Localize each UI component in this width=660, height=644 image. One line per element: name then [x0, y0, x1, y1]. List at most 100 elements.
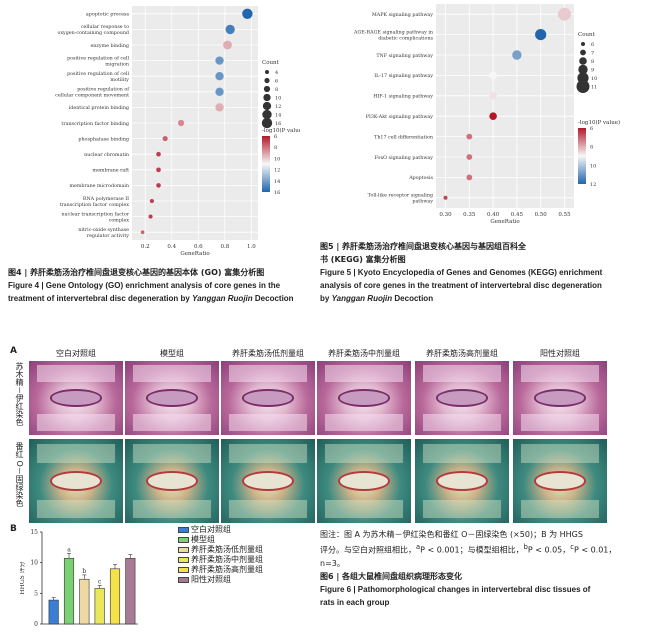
he-stain-image: [414, 360, 510, 436]
count-legend-value: 10: [591, 76, 597, 82]
figure4-caption-en-1: Figure 4 | Gene Ontology (GO) enrichment…: [8, 281, 281, 290]
term-label: transcription factor complex: [60, 202, 130, 208]
disc-region: [145, 470, 199, 492]
count-legend-title: Count: [262, 60, 280, 66]
significance-label: a: [67, 546, 71, 553]
vertebra-lower: [36, 414, 116, 431]
term-label: nuclear transcription factor: [61, 211, 129, 217]
figure6-note: 图注：图 A 为苏木精－伊红染色和番红 O－固绿染色 (×50)；B 为 HHG…: [320, 528, 650, 609]
enrichment-dot: [489, 71, 497, 80]
enrichment-dot: [148, 214, 153, 219]
enrichment-dot: [223, 40, 232, 50]
term-label: cellular response to: [81, 24, 129, 30]
count-legend-title: Count: [578, 32, 596, 38]
vertebra-upper: [422, 365, 502, 382]
vertebra-upper: [36, 444, 116, 463]
figure5-caption-en-italic: Yanggan Ruojin: [331, 294, 393, 303]
term-label: nuclear chromatin: [84, 152, 129, 158]
disc-region: [49, 389, 103, 407]
vertebra-lower: [422, 499, 502, 518]
count-legend-value: 12: [275, 104, 281, 110]
color-legend-tick: 8: [590, 145, 593, 151]
disc-region: [533, 470, 587, 492]
vertebra-upper: [132, 365, 212, 382]
bar: [94, 588, 105, 625]
vertebra-upper: [324, 444, 404, 463]
term-label: positive regulation of cell: [67, 55, 129, 61]
significance-label: b: [82, 568, 86, 575]
panel-a-label: A: [10, 346, 17, 356]
color-legend-tick: 16: [274, 190, 280, 196]
color-legend-tick: 12: [590, 182, 596, 188]
legend-label: 空白对照组: [191, 525, 231, 534]
vertebra-upper: [228, 444, 308, 463]
color-legend-tick: 8: [274, 145, 277, 151]
enrichment-dot: [215, 87, 224, 96]
count-legend-value: 11: [591, 85, 597, 91]
x-tick-label: 0.8: [220, 244, 229, 250]
enrichment-dot: [443, 195, 448, 200]
term-label: MAPK signaling pathway: [372, 12, 433, 18]
count-legend-dot: [576, 80, 590, 93]
count-legend-dot: [262, 101, 272, 111]
sig-a-sup: a: [416, 543, 421, 551]
enrichment-dot: [149, 198, 154, 204]
bar: [48, 599, 59, 625]
legend-swatch: [178, 556, 189, 563]
color-legend-title: -log10(P value): [262, 127, 300, 134]
term-label: nitric-oxide synthase: [78, 227, 129, 233]
vertebra-upper: [422, 444, 502, 463]
count-legend-value: 16: [275, 121, 281, 127]
x-tick-label: 0.40: [487, 212, 500, 218]
safranin-stain-image: [124, 438, 220, 524]
count-legend-dot: [263, 93, 271, 102]
term-label: migration: [105, 61, 129, 67]
term-label: motility: [110, 77, 129, 83]
enrichment-dot: [489, 92, 497, 100]
y-axis-title: HHGS 评分: [20, 561, 26, 594]
term-label: FoxO signaling pathway: [374, 155, 433, 161]
x-tick-label: 0.30: [439, 212, 452, 218]
y-tick-label: 10: [30, 560, 38, 567]
term-label: positive regulation of: [77, 87, 130, 93]
column-header: 模型组: [160, 349, 184, 358]
count-legend-value: 4: [275, 70, 278, 76]
he-stain-image: [28, 360, 124, 436]
he-stain-image: [512, 360, 608, 436]
term-label: regulator activity: [87, 233, 129, 239]
figure5-caption-zh-1: 图5 | 养肝柔筋汤治疗椎间盘退变核心基因与基因组百科全: [320, 242, 527, 251]
legend-swatch: [178, 566, 189, 573]
he-stain-image: [220, 360, 316, 436]
column-header: 养肝柔筋汤低剂量组: [232, 349, 304, 358]
vertebra-lower: [324, 414, 404, 431]
figure5-caption-en-2: analysis of core genes in the treatment …: [320, 281, 602, 290]
column-header: 空白对照组: [56, 349, 96, 358]
color-legend-bar: [578, 128, 586, 184]
figure5-caption: 图5 | 养肝柔筋汤治疗椎间盘退变核心基因与基因组百科全 书 (KEGG) 富集…: [320, 240, 640, 305]
hhgs-bar-chart: 0 5 10 15 HHGS 评分 a b c: [20, 529, 138, 628]
count-legend-dot: [581, 42, 585, 46]
figure4-caption-en-italic: Yanggan Ruojin: [192, 294, 253, 303]
count-legend-value: 10: [275, 96, 281, 102]
legend-label: 养肝柔筋汤中剂量组: [191, 555, 263, 564]
legend-item: 模型组: [178, 534, 215, 545]
x-tick-label: 0.6: [194, 244, 203, 250]
color-legend-tick: 10: [274, 156, 280, 162]
vertebra-lower: [520, 414, 600, 431]
figure5-caption-en-tail: Decoction: [394, 294, 434, 303]
safranin-stain-image: [220, 438, 316, 524]
vertebra-lower: [132, 499, 212, 518]
bar: [79, 578, 90, 625]
legend-item: 空白对照组: [178, 524, 231, 535]
count-legend-dot: [580, 49, 586, 56]
term-label: transcription factor binding: [61, 121, 129, 127]
x-tick-label: 0.45: [511, 212, 524, 218]
term-label: identical protein binding: [69, 105, 129, 111]
color-legend-bar: [262, 136, 270, 192]
term-label: complex: [109, 217, 130, 223]
count-legend-value: 7: [591, 51, 594, 57]
enrichment-dot: [466, 133, 473, 140]
vertebra-upper: [228, 365, 308, 382]
row-label-he: 苏木精－伊红染色: [15, 362, 24, 426]
figure6-caption-zh: 图6 | 各组大鼠椎间盘组织病理形态变化: [320, 571, 463, 581]
